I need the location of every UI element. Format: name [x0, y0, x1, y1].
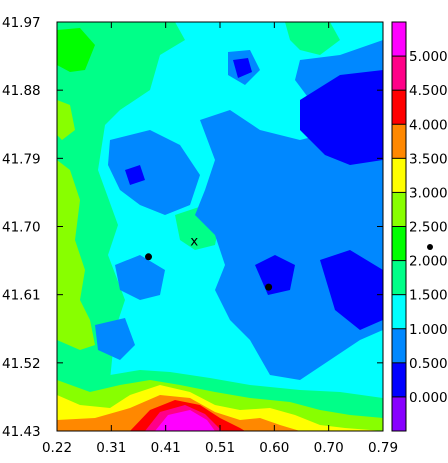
contour-blue-center	[195, 110, 383, 380]
colorbar-band	[392, 124, 406, 159]
x-tick-label: 0.51	[205, 440, 235, 456]
colorbar-band	[392, 260, 406, 295]
x-tick-label: 0.22	[42, 440, 72, 456]
colorbar-tick-label: 2.500	[409, 220, 448, 236]
contour-green-top	[285, 22, 340, 55]
colorbar-tick-label: 4.000	[409, 117, 448, 133]
colorbar-tick-label: 5.000	[409, 49, 448, 65]
point-marker	[145, 253, 153, 261]
colorbar-band	[392, 56, 406, 91]
contour-darkblue-top	[233, 58, 252, 78]
contour-magenta-bottom	[155, 410, 215, 431]
contour-lime-topleft	[57, 100, 75, 140]
colorbar-band	[392, 396, 406, 431]
colorbar-band	[392, 158, 406, 193]
contour-darkblue-left	[125, 165, 145, 185]
markers-layer: x	[145, 234, 273, 291]
colorbar-band	[392, 22, 406, 57]
colorbar-tick-label: 2.000	[409, 254, 448, 270]
contour-blue-mid-left	[115, 255, 165, 300]
colorbar-band	[392, 328, 406, 363]
contour-lime-left	[57, 160, 95, 350]
y-tick-label: 41.43	[2, 424, 41, 440]
contour-blue-lower-left	[95, 318, 135, 360]
x-tick-label: 0.79	[368, 440, 398, 456]
contour-darkblue-right	[300, 70, 383, 165]
colorbar-dot-marker	[427, 244, 433, 250]
colorbar: 0.000 0.500 1.000 1.500 2.000 2.500 3.000 3.500…	[391, 21, 448, 432]
x-tick-label: 0.41	[151, 440, 181, 456]
y-axis: 41.97 41.88 41.79 41.70 41.61 41.52 41.43	[2, 15, 383, 440]
colorbar-tick-label: 3.500	[409, 151, 448, 167]
y-tick-label: 41.97	[2, 15, 41, 31]
colorbar-band	[392, 192, 406, 227]
contour-green-topleft	[57, 28, 95, 72]
colorbar-band	[392, 294, 406, 329]
y-tick-label: 41.61	[2, 288, 41, 304]
colorbar-tick-label: 1.000	[409, 322, 448, 338]
y-tick-label: 41.52	[2, 356, 41, 372]
contour-field	[57, 22, 383, 431]
x-axis: 0.22 0.31 0.41 0.51 0.60 0.70 0.79	[42, 22, 398, 456]
contour-blue-upper-left	[108, 130, 200, 215]
contour-green-left	[57, 22, 185, 380]
colorbar-tick-label: 4.500	[409, 83, 448, 99]
colorbar-tick-label: 3.000	[409, 185, 448, 201]
y-tick-label: 41.79	[2, 151, 41, 167]
colorbar-band	[392, 362, 406, 397]
colorbar-band	[392, 90, 406, 125]
colorbar-tick-label: 1.500	[409, 288, 448, 304]
x-tick-label: 0.70	[314, 440, 344, 456]
y-tick-label: 41.88	[2, 83, 41, 99]
y-tick-label: 41.70	[2, 220, 41, 236]
x-tick-label: 0.31	[96, 440, 126, 456]
colorbar-tick-label: 0.000	[409, 390, 448, 406]
contour-darkblue-right-low	[320, 250, 383, 330]
point-marker	[265, 283, 273, 291]
colorbar-tick-label: 0.500	[409, 356, 448, 372]
contour-darkblue-center	[255, 255, 295, 295]
x-tick-label: 0.60	[259, 440, 289, 456]
colorbar-band	[392, 226, 406, 261]
cross-marker: x	[190, 234, 198, 250]
